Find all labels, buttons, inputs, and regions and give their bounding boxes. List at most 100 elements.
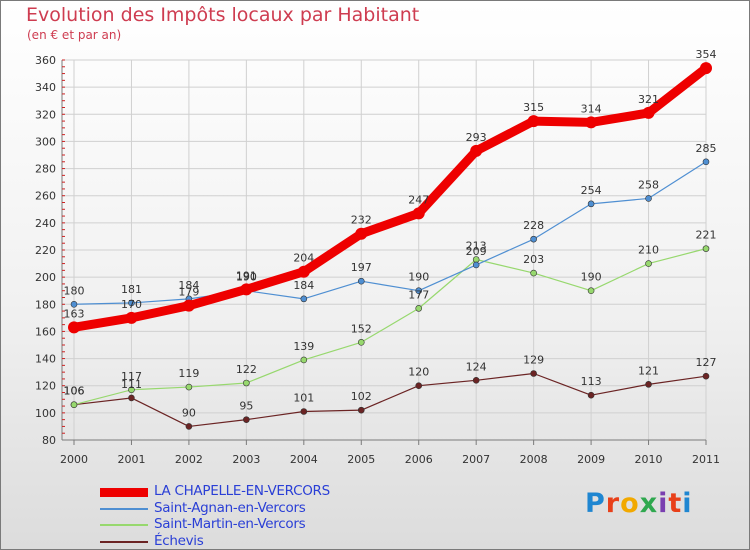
- data-point-la-chapelle: [412, 207, 425, 220]
- data-label-saint-agnan: 190: [408, 271, 429, 284]
- x-tick-label: 2005: [347, 453, 375, 466]
- y-tick-label: 140: [35, 353, 56, 366]
- data-point-saint-martin: [702, 245, 710, 252]
- data-point-echevis: [587, 391, 595, 399]
- data-point-la-chapelle: [700, 62, 712, 75]
- data-point-saint-martin: [587, 287, 595, 295]
- data-label-la-chapelle: 232: [351, 214, 372, 227]
- data-label-la-chapelle: 315: [523, 101, 544, 114]
- data-point-saint-agnan: [70, 300, 78, 308]
- data-label-la-chapelle: 179: [178, 286, 199, 299]
- data-point-saint-agnan: [645, 195, 652, 202]
- data-label-echevis: 120: [408, 366, 429, 379]
- data-point-la-chapelle: [642, 106, 655, 119]
- y-tick-label: 80: [42, 434, 56, 447]
- legend-swatch: [100, 524, 148, 526]
- data-point-la-chapelle: [527, 115, 540, 128]
- y-tick-label: 280: [35, 163, 56, 176]
- data-label-saint-agnan: 190: [236, 271, 257, 284]
- x-tick-label: 2008: [520, 453, 548, 466]
- y-tick-label: 260: [35, 190, 56, 203]
- legend-swatch: [100, 487, 148, 497]
- x-tick-label: 2002: [175, 453, 203, 466]
- data-point-saint-martin: [645, 260, 652, 267]
- series-line-saint-martin: [73, 248, 707, 406]
- x-tick-label: 2001: [117, 453, 145, 466]
- data-label-echevis: 102: [351, 390, 372, 403]
- data-label-saint-martin: 117: [121, 370, 142, 383]
- chart-subtitle: (en € et par an): [27, 28, 122, 42]
- data-point-saint-martin: [357, 338, 365, 346]
- data-label-echevis: 124: [466, 360, 487, 373]
- data-label-saint-martin: 119: [178, 367, 199, 380]
- data-point-echevis: [300, 408, 308, 415]
- data-point-la-chapelle: [125, 311, 138, 324]
- data-point-saint-martin: [70, 401, 78, 409]
- data-point-la-chapelle: [240, 283, 253, 296]
- data-label-echevis: 113: [581, 375, 602, 388]
- data-label-saint-agnan: 285: [696, 142, 717, 155]
- data-label-echevis: 101: [293, 392, 314, 405]
- data-label-saint-agnan: 228: [523, 219, 544, 232]
- data-label-saint-martin: 203: [523, 253, 544, 266]
- data-point-saint-agnan: [702, 158, 710, 166]
- data-label-saint-agnan: 209: [466, 245, 487, 258]
- data-point-echevis: [472, 376, 480, 384]
- data-label-saint-martin: 152: [351, 322, 372, 335]
- data-point-saint-martin: [530, 269, 537, 277]
- data-label-saint-agnan: 184: [178, 279, 199, 292]
- logo-letter: r: [605, 488, 621, 519]
- data-label-la-chapelle: 163: [64, 307, 85, 320]
- legend-swatch: [100, 508, 148, 510]
- data-point-echevis: [645, 381, 652, 388]
- data-point-la-chapelle: [182, 299, 195, 312]
- y-tick-label: 340: [35, 81, 56, 94]
- data-point-echevis: [357, 406, 365, 414]
- data-point-saint-martin: [243, 379, 250, 387]
- y-tick-label: 120: [35, 380, 56, 393]
- data-point-saint-martin: [128, 386, 135, 394]
- data-label-saint-martin: 210: [638, 244, 659, 257]
- data-label-la-chapelle: 321: [638, 93, 659, 106]
- data-label-saint-martin: 122: [236, 363, 257, 376]
- data-label-la-chapelle: 314: [581, 102, 602, 115]
- data-point-saint-agnan: [530, 235, 537, 243]
- data-label-saint-agnan: 181: [121, 283, 142, 296]
- y-tick-label: 320: [35, 108, 56, 121]
- data-point-saint-martin: [185, 383, 193, 391]
- x-tick-label: 2004: [290, 453, 318, 466]
- x-tick-label: 2003: [232, 453, 260, 466]
- data-label-echevis: 90: [182, 406, 196, 419]
- data-label-saint-martin: 213: [466, 240, 487, 253]
- logo-letter: t: [668, 488, 683, 519]
- y-tick-label: 240: [35, 217, 56, 230]
- series-line-la-chapelle: [69, 63, 711, 332]
- logo-letter: i: [658, 488, 669, 519]
- data-point-saint-martin: [300, 356, 308, 364]
- data-point-saint-agnan: [357, 277, 365, 285]
- logo-letter: o: [620, 488, 640, 519]
- data-label-la-chapelle: 247: [408, 193, 429, 206]
- legend-label: LA CHAPELLE-EN-VERCORS: [154, 483, 330, 499]
- data-label-saint-agnan: 258: [638, 178, 659, 191]
- logo-letter: P: [585, 488, 606, 519]
- data-label-echevis: 95: [239, 400, 253, 413]
- data-point-la-chapelle: [68, 321, 80, 334]
- y-tick-label: 100: [35, 407, 56, 420]
- data-label-la-chapelle: 204: [293, 252, 314, 265]
- logo-letter: x: [639, 488, 659, 519]
- data-point-saint-agnan: [128, 299, 135, 307]
- proxiti-logo: Proxiti: [585, 488, 693, 519]
- series-line-saint-agnan: [73, 161, 707, 305]
- y-tick-label: 360: [35, 54, 56, 67]
- data-point-echevis: [702, 372, 710, 380]
- data-label-saint-agnan: 184: [293, 279, 314, 292]
- data-label-echevis: 111: [121, 378, 142, 391]
- logo-letter: i: [682, 488, 693, 519]
- legend-swatch: [100, 541, 148, 543]
- data-point-la-chapelle: [355, 227, 368, 240]
- data-point-saint-agnan: [472, 261, 480, 269]
- data-point-la-chapelle: [297, 265, 310, 278]
- data-point-echevis: [128, 394, 135, 402]
